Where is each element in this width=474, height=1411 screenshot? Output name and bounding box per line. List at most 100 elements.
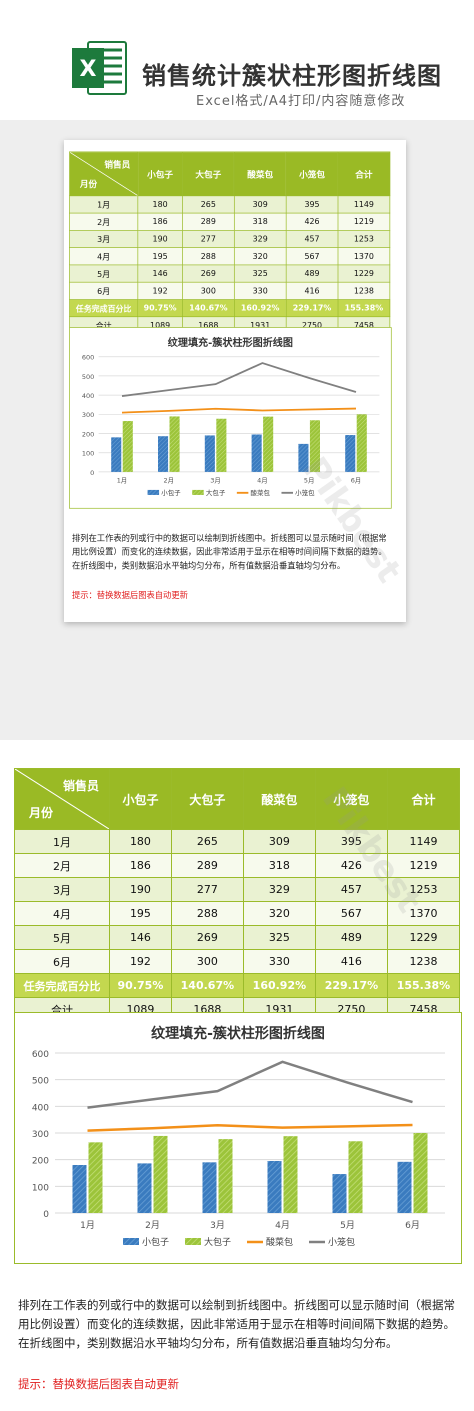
y-tick-label: 400 <box>82 392 94 400</box>
row-label: 4月 <box>69 247 139 266</box>
legend-swatch <box>123 1238 139 1245</box>
tip-text: 提示：替换数据后图表自动更新 <box>18 1377 179 1391</box>
x-tick-label: 6月 <box>405 1220 420 1231</box>
table-cell: 320 <box>242 901 316 926</box>
table-cell: 330 <box>233 281 287 300</box>
table-cell: 195 <box>137 247 183 266</box>
x-tick-label: 4月 <box>275 1220 290 1231</box>
table-cell: 90.75% <box>137 299 183 318</box>
table-cell: 395 <box>314 829 388 854</box>
x-tick-label: 2月 <box>145 1220 160 1231</box>
bar-xiaobaozi <box>158 436 169 472</box>
column-header: 合计 <box>386 768 461 830</box>
y-tick-label: 500 <box>82 373 94 381</box>
table-cell: 180 <box>137 195 183 214</box>
sales-table: 销售员 月份 小包子 大包子 酸菜包 小笼包 合计 1月 180 265 309 395… <box>14 768 461 1046</box>
y-tick-label: 0 <box>43 1210 49 1220</box>
y-tick-label: 200 <box>32 1157 49 1167</box>
table-cell: 1229 <box>386 925 461 950</box>
page-header: X 销售统计簇状柱形图折线图 Excel格式/A4打印/内容随意修改 <box>0 0 474 130</box>
legend-label: 小包子 <box>142 1236 169 1248</box>
table-cell: 277 <box>182 230 235 249</box>
x-tick-label: 1月 <box>80 1220 95 1231</box>
page-subtitle: Excel格式/A4打印/内容随意修改 <box>196 94 406 109</box>
corner-bottom-label: 月份 <box>79 178 98 189</box>
corner-bottom-label: 月份 <box>29 806 54 820</box>
table-cell: 426 <box>314 853 388 878</box>
table-cell: 140.67% <box>170 973 244 998</box>
table-cell: 160.92% <box>242 973 316 998</box>
bar-dabaozi <box>122 421 133 472</box>
legend-label: 大包子 <box>206 488 226 497</box>
bar-dabaozi <box>216 418 227 472</box>
y-tick-label: 400 <box>32 1103 49 1113</box>
table-cell: 1238 <box>386 949 461 974</box>
column-header: 酸菜包 <box>242 768 316 830</box>
bar-dabaozi <box>88 1142 103 1213</box>
table-cell: 489 <box>285 264 339 283</box>
bar-xiaobaozi <box>267 1161 282 1213</box>
table-cell: 180 <box>109 829 172 854</box>
table-row: 1月 180 265 309 395 1149 <box>69 195 391 214</box>
table-cell: 300 <box>170 949 244 974</box>
bar-dabaozi <box>348 1141 363 1213</box>
table-cell: 192 <box>109 949 172 974</box>
table-cell: 325 <box>233 264 287 283</box>
row-label: 任务完成百分比 <box>69 299 139 318</box>
table-cell: 325 <box>242 925 316 950</box>
chart-container: 纹理填充-簇状柱形图折线图 0 100 200 300 400 500 600 1月 2月 3月 4… <box>69 327 392 509</box>
table-cell: 309 <box>233 195 287 214</box>
x-tick-label: 2月 <box>164 477 175 485</box>
row-label: 5月 <box>69 264 139 283</box>
table-cell: 318 <box>233 212 287 231</box>
column-header: 小包子 <box>137 151 183 197</box>
bar-xiaobaozi <box>397 1161 412 1213</box>
bar-dabaozi <box>263 416 274 472</box>
legend-label: 大包子 <box>204 1236 231 1248</box>
legend-swatch <box>185 1238 201 1245</box>
line-series-2 <box>87 1123 413 1132</box>
y-tick-label: 600 <box>32 1050 49 1060</box>
table-cell: 229.17% <box>314 973 388 998</box>
row-label: 1月 <box>14 829 110 854</box>
chart-title: 纹理填充-簇状柱形图折线图 <box>151 1026 325 1042</box>
x-tick-label: 5月 <box>340 1220 355 1231</box>
diagonal-line <box>15 769 109 829</box>
line-series-3 <box>121 362 357 397</box>
chart-title: 纹理填充-簇状柱形图折线图 <box>167 337 293 349</box>
y-tick-label: 300 <box>32 1130 49 1140</box>
table-row: 1月 180 265 309 395 1149 <box>14 829 461 854</box>
table-cell: 192 <box>137 281 183 300</box>
row-label: 任务完成百分比 <box>14 973 110 998</box>
table-cell: 395 <box>285 195 339 214</box>
row-label: 2月 <box>14 853 110 878</box>
corner-top-label: 销售员 <box>104 159 131 170</box>
table-cell: 329 <box>233 230 287 249</box>
row-label: 4月 <box>14 901 110 926</box>
table-cell: 265 <box>182 195 235 214</box>
legend-label: 小笼包 <box>295 488 315 497</box>
table-cell: 1149 <box>386 829 461 854</box>
table-cell: 567 <box>285 247 339 266</box>
legend-label: 小包子 <box>161 488 181 497</box>
table-row: 5月 146 269 325 489 1229 <box>14 925 461 950</box>
table-cell: 289 <box>182 212 235 231</box>
table-cell: 1149 <box>337 195 391 214</box>
table-cell: 300 <box>182 281 235 300</box>
bar-xiaobaozi <box>298 443 309 472</box>
preview-card: 销售员 月份 小包子 大包子 酸菜包 小笼包 合计 1月 180 265 309 395… <box>64 140 406 622</box>
table-cell: 1370 <box>337 247 391 266</box>
x-tick-label: 3月 <box>210 477 221 485</box>
legend-label: 小笼包 <box>328 1236 355 1248</box>
bar-dabaozi <box>153 1135 168 1213</box>
bar-dabaozi <box>309 420 320 472</box>
table-cell: 90.75% <box>109 973 172 998</box>
table-row: 2月 186 289 318 426 1219 <box>14 853 461 878</box>
chart-description: 排列在工作表的列或行中的数据可以绘制到折线图中。折线图可以显示随时间（根据常用比… <box>18 1298 455 1350</box>
table-cell: 277 <box>170 877 244 902</box>
table-cell: 160.92% <box>233 299 287 318</box>
table-cell: 140.67% <box>182 299 235 318</box>
table-header-row: 销售员 月份 小包子 大包子 酸菜包 小笼包 合计 <box>14 768 461 830</box>
tip-text: 提示：替换数据后图表自动更新 <box>71 590 188 601</box>
table-cell: 1229 <box>337 264 391 283</box>
